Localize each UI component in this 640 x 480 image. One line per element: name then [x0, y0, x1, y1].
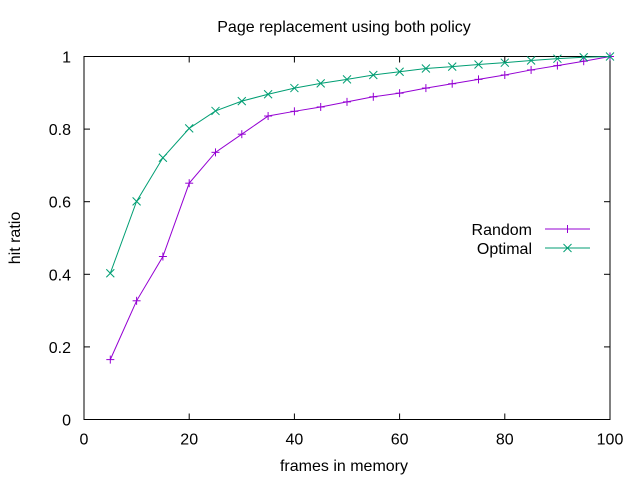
- optimal-line: [109, 56, 611, 274]
- random-point: [106, 355, 115, 364]
- optimal-point: [184, 124, 194, 133]
- random-point: [553, 61, 562, 70]
- optimal-point: [316, 79, 326, 88]
- random-point: [343, 97, 351, 106]
- plot-frame: [83, 56, 611, 420]
- optimal-marker-d2: [237, 96, 247, 106]
- random-point: [264, 112, 273, 121]
- random-point: [500, 71, 509, 80]
- optimal-point: [421, 64, 431, 73]
- optimal-marker-d2: [553, 54, 562, 64]
- optimal-point: [395, 67, 404, 77]
- x-tick-label: 80: [496, 432, 514, 449]
- legend-marker-random: [563, 225, 572, 233]
- random-point: [421, 84, 430, 93]
- random-point: [290, 107, 299, 116]
- y-tick-label: 0.8: [49, 122, 71, 139]
- x-tick-label: 0: [80, 432, 89, 449]
- random-point: [369, 92, 378, 101]
- axis-ticks: 0 20 40 60 80 100 0 0.2 0.4 0.6 0.8 1: [49, 50, 624, 449]
- optimal-marker-d2: [132, 196, 141, 206]
- optimal-marker-d2: [184, 124, 194, 133]
- optimal-marker-d2: [342, 75, 352, 84]
- optimal-point: [342, 75, 352, 84]
- x-tick-label: 20: [180, 432, 198, 449]
- y-tick-label: 0.4: [49, 267, 71, 284]
- optimal-marker-d2: [105, 268, 115, 278]
- optimal-marker-d2: [447, 62, 457, 72]
- optimal-point: [211, 106, 220, 116]
- optimal-point: [500, 58, 510, 68]
- optimal-marker-d2: [421, 64, 431, 73]
- x-tick-label: 60: [391, 432, 409, 449]
- y-tick-label: 0: [62, 413, 71, 430]
- random-point: [448, 79, 457, 88]
- legend-label-optimal: Optimal: [477, 241, 532, 258]
- random-point: [185, 179, 194, 188]
- optimal-marker-d2: [474, 60, 483, 69]
- y-tick-label: 0.6: [49, 195, 71, 212]
- optimal-point: [553, 54, 562, 64]
- random-point: [527, 65, 536, 74]
- legend-marker-optimal: [563, 243, 572, 253]
- random-point: [158, 252, 167, 261]
- optimal-marker-d2: [316, 79, 326, 88]
- legend: Random Optimal: [472, 222, 590, 258]
- optimal-point: [237, 96, 247, 106]
- optimal-marker-d2: [500, 58, 510, 68]
- optimal-point: [526, 56, 536, 65]
- chart-title: Page replacement using both policy: [217, 19, 471, 36]
- series-optimal: [105, 52, 615, 278]
- random-point: [316, 102, 325, 111]
- optimal-marker-d2: [211, 106, 220, 116]
- random-point: [579, 57, 588, 66]
- random-point: [237, 130, 246, 139]
- optimal-point: [474, 60, 483, 69]
- optimal-marker-d2: [290, 83, 299, 93]
- random-line: [109, 56, 611, 360]
- optimal-point: [290, 83, 299, 93]
- random-point: [132, 296, 141, 305]
- y-axis-label: hit ratio: [7, 212, 24, 265]
- optimal-marker-d2: [158, 153, 168, 163]
- optimal-marker-d2: [395, 67, 404, 77]
- optimal-point: [263, 89, 273, 99]
- x-tick-label: 40: [286, 432, 304, 449]
- optimal-point: [605, 52, 615, 61]
- y-tick-label: 0.2: [49, 340, 71, 357]
- optimal-point: [368, 70, 378, 80]
- legend-marker-optimal-d2: [563, 243, 572, 253]
- optimal-point: [105, 268, 115, 278]
- series-layer: [105, 52, 615, 364]
- y-tick-label: 1: [62, 50, 71, 67]
- random-point: [211, 148, 220, 157]
- optimal-point: [579, 52, 589, 62]
- optimal-marker-d2: [579, 52, 589, 62]
- optimal-marker-d2: [526, 56, 536, 65]
- optimal-point: [447, 62, 457, 72]
- x-axis-label: frames in memory: [280, 458, 408, 475]
- series-random: [106, 52, 614, 364]
- optimal-marker-d2: [368, 70, 378, 80]
- optimal-point: [158, 153, 168, 163]
- x-tick-label: 100: [597, 432, 624, 449]
- optimal-marker-d2: [605, 52, 615, 61]
- random-point: [395, 89, 404, 98]
- optimal-point: [132, 196, 141, 206]
- random-point: [474, 75, 483, 84]
- optimal-marker-d2: [263, 89, 273, 99]
- legend-label-random: Random: [472, 222, 532, 239]
